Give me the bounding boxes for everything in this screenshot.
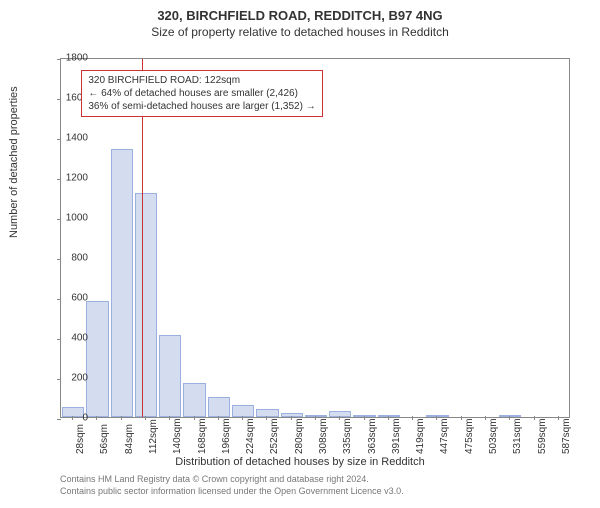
x-tick-mark	[461, 416, 462, 420]
x-tick-mark	[266, 416, 267, 420]
x-tick-label: 84sqm	[124, 424, 135, 454]
footer-line-2: Contains public sector information licen…	[60, 486, 404, 498]
x-tick-label: 196sqm	[221, 418, 232, 454]
y-tick-label: 200	[48, 373, 88, 384]
histogram-bar	[256, 409, 278, 417]
histogram-bar	[183, 383, 205, 417]
footer-line-1: Contains HM Land Registry data © Crown c…	[60, 474, 404, 486]
x-tick-label: 168sqm	[197, 418, 208, 454]
histogram-bar	[378, 415, 400, 417]
x-tick-mark	[558, 416, 559, 420]
y-axis-label: Number of detached properties	[8, 86, 20, 238]
x-tick-label: 531sqm	[512, 418, 523, 454]
histogram-bar	[232, 405, 254, 417]
x-tick-mark	[412, 416, 413, 420]
x-tick-mark	[145, 416, 146, 420]
callout-line: 320 BIRCHFIELD ROAD: 122sqm	[88, 74, 315, 87]
x-tick-label: 447sqm	[439, 418, 450, 454]
x-tick-mark	[218, 416, 219, 420]
y-tick-label: 1400	[48, 133, 88, 144]
x-tick-label: 56sqm	[99, 424, 110, 454]
x-tick-label: 335sqm	[342, 418, 353, 454]
y-tick-label: 1800	[48, 53, 88, 64]
x-tick-mark	[121, 416, 122, 420]
x-tick-mark	[509, 416, 510, 420]
x-tick-mark	[315, 416, 316, 420]
histogram-bar	[499, 415, 521, 417]
y-tick-label: 400	[48, 333, 88, 344]
x-tick-mark	[72, 416, 73, 420]
x-tick-mark	[96, 416, 97, 420]
x-tick-mark	[534, 416, 535, 420]
chart-title-main: 320, BIRCHFIELD ROAD, REDDITCH, B97 4NG	[0, 8, 600, 23]
x-tick-label: 224sqm	[245, 418, 256, 454]
histogram-bar	[329, 411, 351, 417]
x-tick-label: 503sqm	[488, 418, 499, 454]
x-tick-mark	[242, 416, 243, 420]
x-tick-label: 559sqm	[537, 418, 548, 454]
x-tick-label: 112sqm	[148, 419, 159, 454]
histogram-bar	[426, 415, 448, 417]
callout-line: ← 64% of detached houses are smaller (2,…	[88, 87, 315, 100]
x-tick-label: 252sqm	[269, 418, 280, 454]
x-tick-mark	[364, 416, 365, 420]
x-tick-label: 363sqm	[367, 418, 378, 454]
y-tick-label: 1000	[48, 213, 88, 224]
x-tick-label: 419sqm	[415, 418, 426, 454]
y-tick-label: 1200	[48, 173, 88, 184]
chart-title-sub: Size of property relative to detached ho…	[0, 25, 600, 39]
x-tick-label: 280sqm	[294, 418, 305, 454]
chart-container: 320, BIRCHFIELD ROAD, REDDITCH, B97 4NG …	[0, 8, 600, 508]
x-tick-label: 140sqm	[172, 418, 183, 454]
x-tick-label: 28sqm	[75, 424, 86, 454]
x-axis-label: Distribution of detached houses by size …	[0, 456, 600, 468]
histogram-bar	[159, 335, 181, 417]
histogram-bar	[86, 301, 108, 417]
histogram-bar	[208, 397, 230, 417]
histogram-bar	[281, 413, 303, 417]
histogram-bar	[353, 415, 375, 417]
x-tick-mark	[194, 416, 195, 420]
x-tick-mark	[388, 416, 389, 420]
callout-line: 36% of semi-detached houses are larger (…	[88, 100, 315, 113]
histogram-bar	[111, 149, 133, 417]
x-tick-label: 587sqm	[561, 418, 572, 454]
x-tick-mark	[485, 416, 486, 420]
y-tick-label: 800	[48, 253, 88, 264]
x-tick-mark	[436, 416, 437, 420]
x-tick-label: 308sqm	[318, 418, 329, 454]
x-tick-label: 391sqm	[391, 418, 402, 454]
x-tick-mark	[339, 416, 340, 420]
callout-box: 320 BIRCHFIELD ROAD: 122sqm← 64% of deta…	[81, 70, 322, 117]
x-tick-mark	[291, 416, 292, 420]
y-tick-label: 600	[48, 293, 88, 304]
histogram-bar	[135, 193, 157, 417]
x-tick-label: 475sqm	[464, 418, 475, 454]
footer-text: Contains HM Land Registry data © Crown c…	[60, 474, 404, 497]
x-tick-mark	[169, 416, 170, 420]
y-tick-label: 0	[48, 413, 88, 424]
